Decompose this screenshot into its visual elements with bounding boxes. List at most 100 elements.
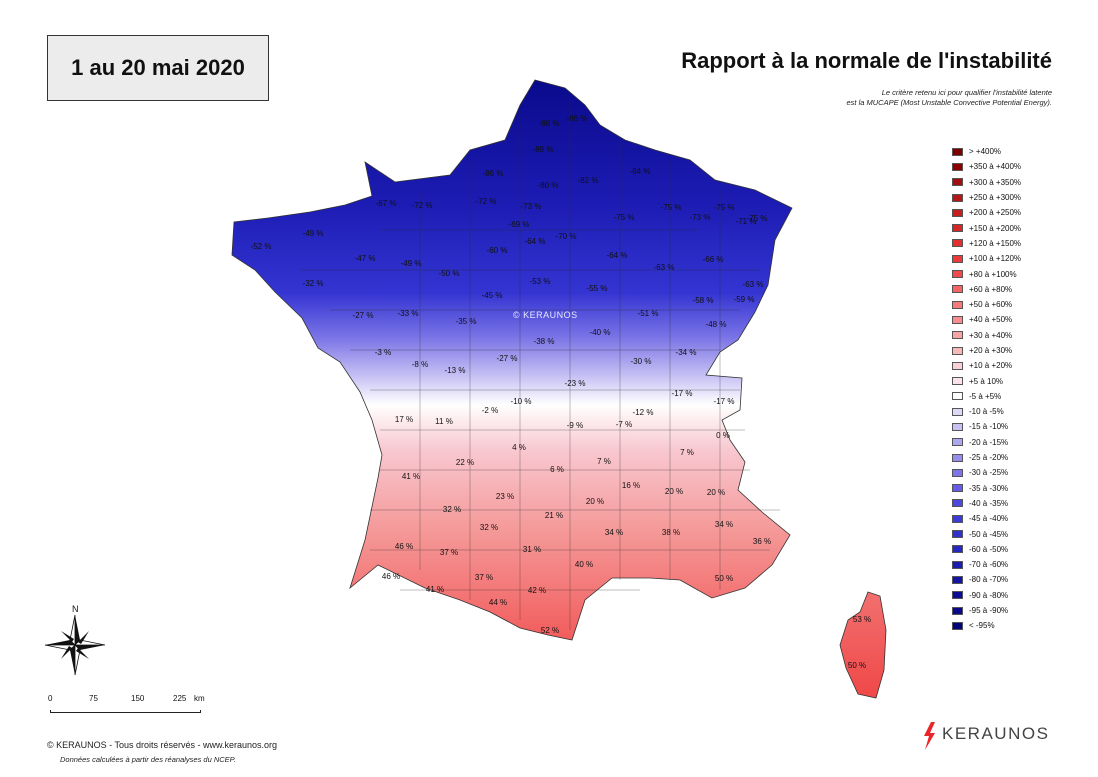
legend-swatch xyxy=(952,162,963,171)
legend-entry: -35 à -30% xyxy=(952,481,1021,496)
subtitle-line-2: est la MUCAPE (Most Unstable Convective … xyxy=(846,98,1053,107)
department-value-label: -7 % xyxy=(616,420,632,429)
legend-label: +30 à +40% xyxy=(969,330,1013,340)
department-value-label: 0 % xyxy=(716,431,730,440)
mainland-shape xyxy=(231,79,793,641)
legend-swatch xyxy=(952,591,963,600)
legend-label: -70 à -60% xyxy=(969,560,1009,570)
legend-label: -95 à -90% xyxy=(969,606,1009,616)
department-value-label: 7 % xyxy=(680,448,694,457)
department-value-label: -2 % xyxy=(482,406,498,415)
corsica-shape xyxy=(839,591,887,699)
department-value-label: -55 % xyxy=(587,284,608,293)
legend-entry: +350 à +400% xyxy=(952,159,1021,174)
department-value-label: -3 % xyxy=(375,348,391,357)
legend-label: < -95% xyxy=(969,621,995,631)
department-value-label: 20 % xyxy=(586,497,604,506)
department-value-label: 16 % xyxy=(622,481,640,490)
legend-entry: -15 à -10% xyxy=(952,419,1021,434)
brand-name: KERAUNOS xyxy=(942,724,1050,743)
legend-label: +300 à +350% xyxy=(969,177,1022,187)
legend-entry: +250 à +300% xyxy=(952,190,1021,205)
department-value-label: 53 % xyxy=(853,615,871,624)
department-value-label: 17 % xyxy=(395,415,413,424)
legend-entry: +100 à +120% xyxy=(952,251,1021,266)
legend-swatch xyxy=(952,300,963,309)
department-value-label: 46 % xyxy=(395,542,413,551)
legend-label: +150 à +200% xyxy=(969,223,1022,233)
department-value-label: -71 % xyxy=(736,217,757,226)
department-value-label: -69 % xyxy=(509,220,530,229)
north-label: N xyxy=(72,604,79,614)
department-value-label: 34 % xyxy=(715,520,733,529)
legend-label: +5 à 10% xyxy=(969,376,1004,386)
department-value-label: 7 % xyxy=(597,457,611,466)
department-value-label: -12 % xyxy=(633,408,654,417)
legend-swatch xyxy=(952,270,963,279)
legend-entry: +50 à +60% xyxy=(952,297,1021,312)
department-value-label: -64 % xyxy=(607,251,628,260)
legend-entry: +30 à +40% xyxy=(952,328,1021,343)
department-value-label: -67 % xyxy=(376,199,397,208)
compass-rose-icon xyxy=(44,614,106,676)
department-value-label: 6 % xyxy=(550,465,564,474)
department-value-label: -49 % xyxy=(401,259,422,268)
legend-label: +120 à +150% xyxy=(969,238,1022,248)
department-value-label: -27 % xyxy=(353,311,374,320)
scale-tick-75: 75 xyxy=(89,694,98,703)
scale-tick-0: 0 xyxy=(48,694,53,703)
keraunos-bolt-icon xyxy=(924,722,935,750)
legend-swatch xyxy=(952,530,963,539)
legend-swatch xyxy=(952,606,963,615)
department-value-label: 52 % xyxy=(541,626,559,635)
legend-label: -90 à -80% xyxy=(969,590,1009,600)
department-labels: -86 % -86 % -89 % -86 % -80 % -82 % -84 % -67 %… xyxy=(251,114,872,670)
legend-swatch xyxy=(952,560,963,569)
department-value-label: -30 % xyxy=(631,357,652,366)
department-value-label: 4 % xyxy=(512,443,526,452)
department-value-label: -63 % xyxy=(654,263,675,272)
legend-label: +100 à +120% xyxy=(969,254,1022,264)
department-value-label: 31 % xyxy=(523,545,541,554)
legend-swatch xyxy=(952,438,963,447)
department-value-label: -75 % xyxy=(714,203,735,212)
legend-label: -45 à -40% xyxy=(969,514,1009,524)
department-value-label: -75 % xyxy=(747,214,768,223)
legend-entry: -45 à -40% xyxy=(952,511,1021,526)
legend-entry: -30 à -25% xyxy=(952,465,1021,480)
legend-swatch xyxy=(952,361,963,370)
legend-entry: -20 à -15% xyxy=(952,435,1021,450)
department-value-label: -73 % xyxy=(521,202,542,211)
department-value-label: -17 % xyxy=(714,397,735,406)
department-value-label: -32 % xyxy=(303,279,324,288)
department-value-label: 32 % xyxy=(480,523,498,532)
legend-entry: +10 à +20% xyxy=(952,358,1021,373)
legend-label: -20 à -15% xyxy=(969,437,1009,447)
legend: > +400% +350 à +400% +300 à +350% +250 à +3… xyxy=(952,144,1021,634)
legend-swatch xyxy=(952,147,963,156)
department-value-label: -50 % xyxy=(439,269,460,278)
scale-tick-225: 225 xyxy=(173,694,187,703)
legend-label: -25 à -20% xyxy=(969,453,1009,463)
department-value-label: 42 % xyxy=(528,586,546,595)
legend-entry: -90 à -80% xyxy=(952,588,1021,603)
subtitle-line-1: Le critère retenu ici pour qualifier l'i… xyxy=(881,88,1052,97)
legend-entry: +120 à +150% xyxy=(952,236,1021,251)
map-subtitle: Le critère retenu ici pour qualifier l'i… xyxy=(732,88,1053,108)
department-value-label: 20 % xyxy=(665,487,683,496)
department-value-label: 23 % xyxy=(496,492,514,501)
department-value-label: -75 % xyxy=(661,203,682,212)
legend-label: -35 à -30% xyxy=(969,483,1009,493)
legend-entry: > +400% xyxy=(952,144,1021,159)
department-value-label: -13 % xyxy=(445,366,466,375)
legend-entry: +5 à 10% xyxy=(952,373,1021,388)
legend-entry: -60 à -50% xyxy=(952,542,1021,557)
scale-line xyxy=(50,710,201,713)
legend-swatch xyxy=(952,499,963,508)
legend-label: -10 à -5% xyxy=(969,407,1004,417)
legend-label: -50 à -45% xyxy=(969,529,1009,539)
legend-swatch xyxy=(952,224,963,233)
legend-label: +200 à +250% xyxy=(969,208,1022,218)
brand-logo: KERAUNOS xyxy=(918,724,1049,744)
